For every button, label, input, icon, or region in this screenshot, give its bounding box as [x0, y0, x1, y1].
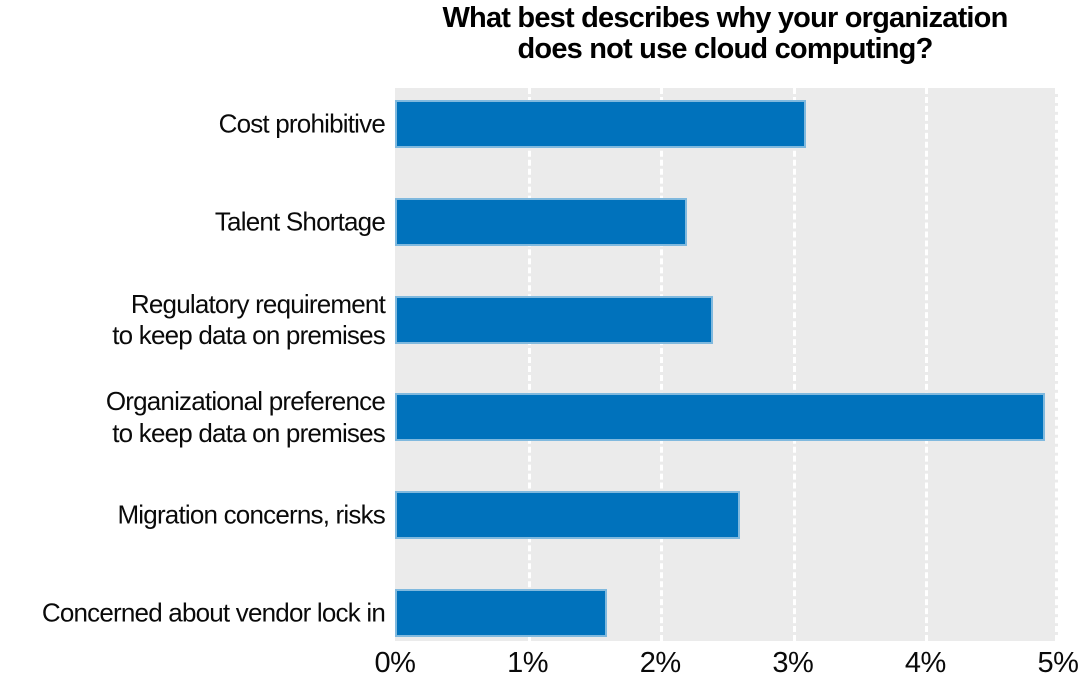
gridline-3%	[792, 88, 796, 641]
gridline-5%	[1055, 88, 1058, 641]
plot-area	[395, 88, 1058, 641]
x-tick-1%: 1%	[507, 647, 549, 679]
bar-5	[395, 491, 740, 540]
gridline-1%	[527, 88, 531, 641]
bar-3	[395, 295, 714, 344]
x-tick-2%: 2%	[639, 647, 681, 679]
category-label-2: Talent Shortage	[214, 206, 386, 237]
category-label-3: Regulatory requirement to keep data on p…	[112, 288, 386, 350]
bar-4	[395, 393, 1045, 442]
category-label-4: Organizational preference to keep data o…	[105, 386, 386, 448]
chart-title: What best describes why your organizatio…	[442, 2, 1008, 66]
gridline-2%	[660, 88, 664, 641]
x-tick-5%: 5%	[1037, 647, 1079, 679]
x-axis: 0% 1% 2% 3% 4% 5%	[375, 647, 1079, 688]
x-tick-0%: 0%	[374, 647, 416, 679]
category-label-5: Migration concerns, risks	[117, 499, 385, 530]
x-tick-3%: 3%	[772, 647, 814, 679]
bar-6	[395, 589, 608, 637]
category-label-1: Cost prohibitive	[218, 108, 386, 139]
bar-2	[395, 197, 687, 246]
bar-1	[395, 100, 807, 148]
gridline-4%	[925, 88, 929, 641]
x-tick-4%: 4%	[904, 647, 946, 679]
category-label-6: Concerned about vendor lock in	[41, 597, 386, 628]
